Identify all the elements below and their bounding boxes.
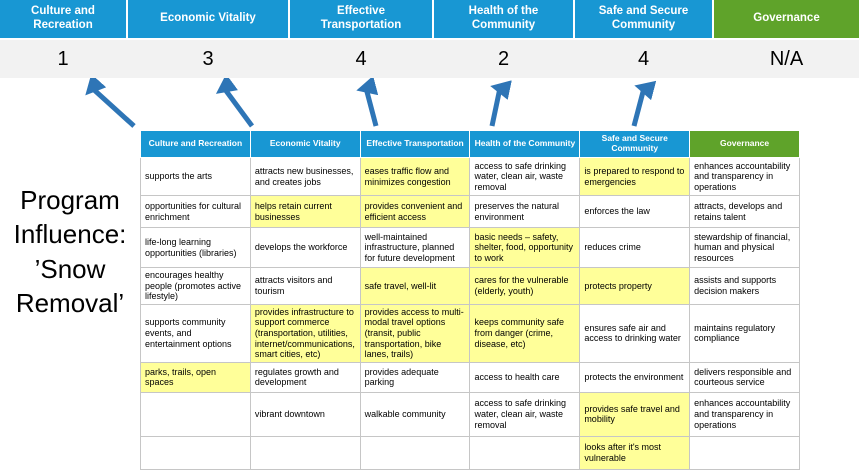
matrix-cell: basic needs – safety, shelter, food, opp… — [469, 227, 581, 268]
banner-effective-transportation: Effective Transportation — [290, 0, 432, 38]
page-title: Program Influence: ’Snow Removal’ — [13, 185, 127, 318]
col-header-economic-vitality: Economic Vitality — [249, 130, 361, 158]
score-band: 1 3 4 2 4 N/A — [0, 40, 859, 78]
matrix-cell — [140, 435, 251, 470]
banner-culture-recreation: Culture and Recreation — [0, 0, 126, 38]
matrix-cell: maintains regulatory compliance — [689, 303, 800, 363]
arrow-safe — [631, 80, 657, 127]
matrix-cell: looks after it's most vulnerable — [579, 435, 691, 470]
table-row: supports the arts attracts new businesses… — [140, 157, 800, 196]
matrix-cell: attracts new businesses, and creates job… — [249, 157, 361, 196]
matrix-cell: access to safe drinking water, clean air… — [469, 157, 581, 196]
banner-safe-secure-community: Safe and Secure Community — [575, 0, 712, 38]
banner-governance: Governance — [714, 0, 859, 38]
matrix-cell: life-long learning opportunities (librar… — [140, 227, 251, 268]
matrix-cell: delivers responsible and courteous servi… — [689, 361, 800, 393]
score-economic-vitality: 3 — [202, 47, 214, 70]
matrix-cell — [249, 435, 361, 470]
matrix-cell: eases traffic flow and minimizes congest… — [359, 157, 471, 196]
matrix-cell: access to health care — [469, 361, 581, 393]
matrix-cell: vibrant downtown — [249, 391, 361, 437]
matrix-cell: assists and supports decision makers — [689, 267, 800, 305]
matrix-cell — [140, 391, 251, 437]
category-banner: Culture and Recreation Economic Vitality… — [0, 0, 859, 38]
arrow-economic — [215, 78, 255, 128]
matrix-body: supports the arts attracts new businesses… — [140, 157, 800, 470]
matrix-cell: preserves the natural environment — [469, 195, 581, 228]
col-header-health-community: Health of the Community — [469, 130, 581, 158]
matrix-cell: provides adequate parking — [359, 361, 471, 393]
arrow-health — [489, 80, 512, 127]
score-health-community: 2 — [497, 47, 510, 70]
table-row: parks, trails, open spaces regulates grow… — [140, 361, 800, 393]
table-row: looks after it's most vulnerable — [140, 435, 800, 470]
matrix-cell: access to safe drinking water, clean air… — [469, 391, 581, 437]
matrix-cell: provides access to multi-modal travel op… — [359, 303, 471, 363]
matrix-header-row: Culture and Recreation Economic Vitality… — [140, 130, 800, 158]
matrix-cell: walkable community — [359, 391, 471, 437]
col-header-safe-secure-community: Safe and Secure Community — [579, 130, 691, 158]
score-governance: N/A — [769, 47, 804, 70]
matrix-cell: supports the arts — [140, 157, 251, 196]
matrix-cell: parks, trails, open spaces — [140, 361, 251, 393]
matrix-cell: provides safe travel and mobility — [579, 391, 691, 437]
table-row: encourages healthy people (promotes acti… — [140, 267, 800, 305]
matrix-cell — [359, 435, 471, 470]
score-culture-recreation: 1 — [57, 47, 69, 70]
matrix-cell: supports community events, and entertain… — [140, 303, 251, 363]
matrix-cell: cares for the vulnerable (elderly, youth… — [469, 267, 581, 305]
col-header-effective-transportation: Effective Transportation — [359, 130, 471, 158]
influence-arrows — [85, 78, 657, 128]
table-row: vibrant downtown walkable community access… — [140, 391, 800, 437]
matrix-cell — [689, 435, 800, 470]
matrix-cell: is prepared to respond to emergencies — [579, 157, 691, 196]
matrix-cell: safe travel, well-lit — [359, 267, 471, 305]
matrix-cell: protects the environment — [579, 361, 691, 393]
score-effective-transportation: 4 — [355, 47, 367, 70]
col-header-culture-recreation: Culture and Recreation — [140, 130, 251, 158]
matrix-cell: helps retain current businesses — [249, 195, 361, 228]
matrix-cell: attracts, develops and retains talent — [689, 195, 800, 228]
matrix-cell: keeps community safe from danger (crime,… — [469, 303, 581, 363]
matrix-cell: opportunities for cultural enrichment — [140, 195, 251, 228]
arrow-transportation — [356, 78, 379, 127]
matrix-cell: enhances accountability and transparency… — [689, 157, 800, 196]
col-header-governance: Governance — [689, 130, 800, 158]
matrix-cell: stewardship of financial, human and phys… — [689, 227, 800, 268]
banner-health-community: Health of the Community — [434, 0, 573, 38]
matrix-cell: enforces the law — [579, 195, 691, 228]
influence-matrix: Culture and Recreation Economic Vitality… — [140, 130, 800, 470]
matrix-cell: ensures safe air and access to drinking … — [579, 303, 691, 363]
banner-economic-vitality: Economic Vitality — [128, 0, 288, 38]
matrix-cell: encourages healthy people (promotes acti… — [140, 267, 251, 305]
matrix-cell: regulates growth and development — [249, 361, 361, 393]
matrix-cell: attracts visitors and tourism — [249, 267, 361, 305]
table-row: supports community events, and entertain… — [140, 303, 800, 363]
matrix-cell: provides convenient and efficient access — [359, 195, 471, 228]
matrix-cell: enhances accountability and transparency… — [689, 391, 800, 437]
score-safe-secure-community: 4 — [637, 47, 650, 70]
table-row: life-long learning opportunities (librar… — [140, 227, 800, 268]
matrix-cell: reduces crime — [579, 227, 691, 268]
matrix-cell: well-maintained infrastructure, planned … — [359, 227, 471, 268]
matrix-cell: protects property — [579, 267, 691, 305]
matrix-cell — [469, 435, 581, 470]
matrix-cell: provides infrastructure to support comme… — [249, 303, 361, 363]
arrow-culture — [85, 78, 136, 128]
table-row: opportunities for cultural enrichment hel… — [140, 195, 800, 228]
matrix-cell: develops the workforce — [249, 227, 361, 268]
